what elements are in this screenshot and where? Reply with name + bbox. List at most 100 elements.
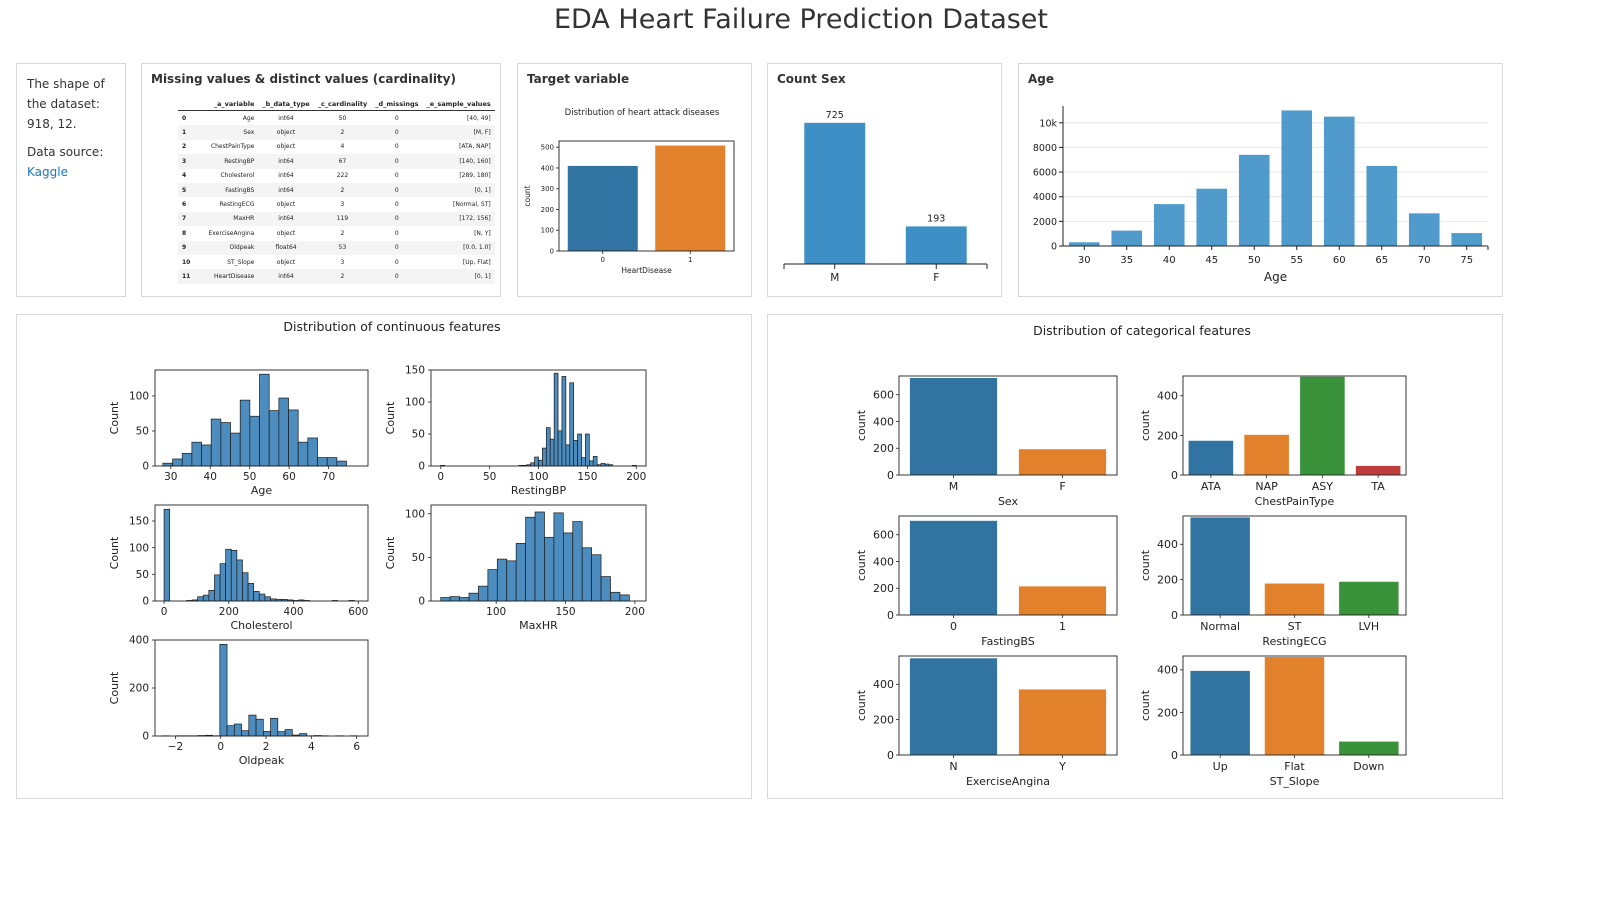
table-cell: 3	[178, 154, 195, 169]
x-tick-label: 150	[556, 606, 576, 618]
y-tick-label: 0	[887, 749, 894, 762]
bar	[1196, 188, 1228, 246]
histogram-bar	[581, 457, 586, 467]
table-cell: [40, 49]	[466, 114, 491, 122]
x-tick-label: F	[1059, 480, 1065, 493]
continuous-features-card: Distribution of continuous features 30 40…	[16, 314, 752, 799]
histogram-bar	[197, 596, 204, 602]
bar	[1153, 204, 1185, 246]
y-tick-label: 200	[873, 582, 894, 595]
bar	[1355, 465, 1401, 475]
data-label: 725	[826, 110, 844, 121]
y-tick-label: 2000	[1033, 217, 1057, 228]
x-tick-label: 45	[1205, 255, 1218, 266]
histogram-bar	[242, 572, 249, 602]
y-tick-label: 150	[129, 516, 149, 528]
table-cell: [289, 180]	[459, 172, 491, 180]
categorical-features-card: Distribution of categorical features M F 0…	[767, 314, 1503, 799]
age-chart: 0 2000 4000 6000 8000 10k 30 35 40 45 50 55 60 65 70 75…	[1033, 106, 1489, 284]
y-tick-label: 0	[142, 461, 149, 473]
histogram-bar	[247, 583, 255, 602]
y-tick-label: 200	[873, 713, 894, 726]
x-tick-label: 100	[528, 471, 548, 483]
histogram-bar	[219, 643, 228, 737]
table-cell: 6	[182, 201, 187, 209]
x-tick-label: 30	[1078, 255, 1091, 266]
target-chart-title: Distribution of heart attack diseases	[565, 108, 720, 118]
table-cell: [ATA, NAP]	[459, 143, 491, 151]
histogram-bar	[542, 447, 547, 467]
y-axis-label: Count	[108, 671, 121, 704]
histogram-bar	[549, 438, 555, 467]
plot-frame	[154, 369, 369, 467]
table-cell: 2	[340, 229, 345, 237]
table-cell: 2	[313, 125, 372, 140]
histogram-bar	[588, 460, 594, 467]
histogram-bar	[585, 433, 590, 467]
table-row: 6 RestingECG object 3 0 [Normal, ST]	[178, 197, 495, 211]
y-tick-label: 0	[418, 596, 425, 608]
count-sex-title: Count Sex	[777, 72, 846, 86]
kaggle-link[interactable]: Kaggle	[27, 165, 68, 179]
missing-values-table: _a_variable _b_data_type _c_cardinality …	[178, 98, 495, 284]
histogram-bar	[239, 399, 251, 467]
table-row: 11 HeartDisease int64 2 0 [0, 1]	[178, 269, 495, 284]
x-tick-label: N	[949, 760, 957, 773]
x-axis-label: ST_Slope	[1270, 775, 1320, 788]
bar	[1339, 581, 1399, 615]
table-cell: 9	[178, 240, 195, 255]
x-axis-label: HeartDisease	[621, 266, 672, 275]
x-tick-label: ASY	[1312, 480, 1334, 493]
bar	[1300, 376, 1345, 475]
table-cell: 0	[394, 172, 399, 180]
table-row: 0 Age int64 50 0 [40, 49]	[178, 111, 495, 126]
histogram-bar	[278, 397, 289, 467]
histogram-bar	[201, 444, 212, 467]
histogram-bar	[591, 554, 602, 602]
histogram-bar	[487, 569, 498, 602]
y-axis-label: count	[1139, 689, 1152, 721]
y-tick-label: 0	[550, 247, 554, 255]
x-tick-label: F	[933, 272, 939, 284]
x-tick-label: TA	[1370, 480, 1385, 493]
table-row: 1 Sex object 2 0 [M, F]	[178, 125, 495, 140]
histogram-bar	[600, 576, 611, 602]
x-tick-label: NAP	[1255, 480, 1278, 493]
x-axis-label: RestingBP	[511, 484, 567, 497]
y-tick-label: 0	[887, 469, 894, 482]
bar	[1018, 586, 1107, 615]
y-tick-label: 600	[873, 529, 894, 542]
table-cell: 8	[182, 229, 187, 237]
y-tick-label: 150	[405, 365, 425, 377]
histogram-bar	[181, 453, 193, 467]
y-axis-label: count	[523, 185, 532, 206]
x-tick-label: 400	[284, 606, 304, 618]
x-tick-label: 40	[204, 471, 217, 483]
table-cell: Age	[242, 114, 255, 122]
plot-frame	[558, 140, 735, 252]
table-cell: 4	[340, 143, 345, 151]
y-tick-label: 200	[1157, 429, 1178, 442]
histogram-bar	[317, 457, 328, 467]
histogram-bar	[284, 729, 293, 737]
table-cell: 0	[371, 211, 423, 227]
histogram-bar	[538, 459, 543, 467]
table-cell: 0	[371, 182, 423, 198]
table-cell: 0	[371, 154, 423, 169]
x-tick-label: 55	[1290, 255, 1303, 266]
y-axis-label: count	[1139, 549, 1152, 581]
histogram-bar	[562, 532, 574, 602]
histogram-bar	[219, 563, 227, 602]
table-cell: RestingBP	[194, 154, 259, 169]
table-cell: int64	[278, 172, 294, 180]
table-row: 10 ST_Slope object 3 0 [Up, Flat]	[178, 255, 495, 269]
histogram-bar	[226, 725, 235, 737]
bar	[1111, 230, 1143, 246]
x-tick-label: 75	[1460, 255, 1473, 266]
bar	[1408, 213, 1440, 246]
table-cell: 0	[394, 258, 399, 266]
histogram-bar	[573, 440, 578, 467]
x-axis-label: RestingECG	[1262, 635, 1326, 648]
x-tick-label: 150	[577, 471, 597, 483]
table-cell: [Up, Flat]	[462, 258, 491, 266]
